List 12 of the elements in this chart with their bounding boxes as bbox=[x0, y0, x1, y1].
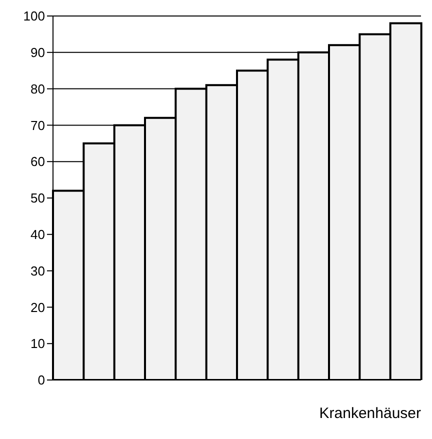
y-tick-label: 50 bbox=[30, 190, 45, 206]
y-tick-label: 30 bbox=[30, 263, 45, 278]
y-tick-label: 0 bbox=[38, 372, 45, 388]
y-tick-label: 40 bbox=[30, 227, 45, 242]
y-tick-label: 70 bbox=[30, 118, 45, 133]
y-tick-label: 100 bbox=[23, 8, 45, 24]
y-tick-label: 20 bbox=[30, 300, 45, 315]
x-axis-title: Krankenhäuser bbox=[319, 405, 422, 422]
y-tick-label: 60 bbox=[30, 154, 45, 170]
y-tick-label: 80 bbox=[30, 81, 45, 96]
y-tick-label: 10 bbox=[30, 336, 45, 352]
y-tick-label: 90 bbox=[30, 45, 45, 60]
